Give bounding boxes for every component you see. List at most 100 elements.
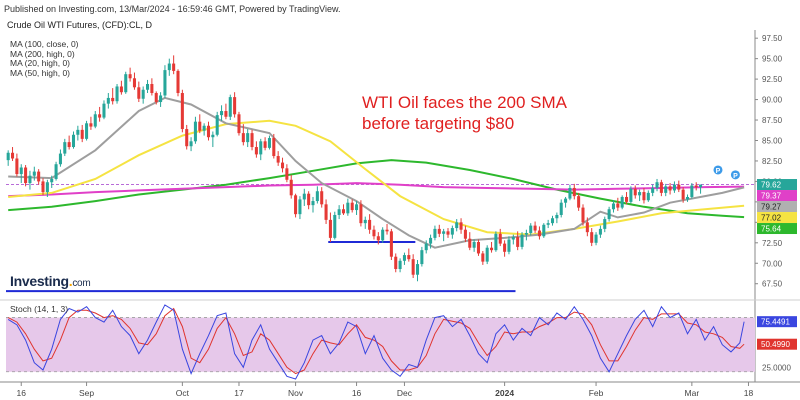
price-tick-label: 92.50 [762,75,783,84]
candle [294,195,298,215]
candle [546,223,550,225]
time-tick-label: 2024 [495,388,514,398]
candle [132,78,136,88]
candle [15,158,19,175]
candle [106,97,110,104]
candle [603,219,607,229]
candle [537,230,541,237]
candle [102,103,106,118]
event-marker [730,170,740,180]
candle [690,185,694,197]
candle [381,229,385,241]
candle [372,229,376,237]
candle [276,156,280,163]
stoch-label: Stoch (14, 1, 3) [10,304,69,314]
candle [241,133,245,143]
candle [511,237,515,240]
candle [699,184,703,188]
candle [529,225,533,233]
candle [590,232,594,243]
candle [581,207,585,223]
candle [350,202,354,211]
candle [433,228,437,238]
price-price-badge [757,201,797,213]
candle [193,121,197,142]
candle [63,142,67,154]
candle [206,125,211,138]
time-tick-label: Sep [79,388,94,398]
candle [172,63,176,71]
candle [228,97,232,117]
candle [211,134,215,138]
candle [246,133,250,143]
candle [76,129,80,135]
candle [346,202,350,214]
candle [233,97,237,115]
candle [385,229,389,232]
candle [415,264,420,275]
stoch-tick-label: 25.0000 [762,363,791,372]
candle [694,185,698,188]
candle [629,188,633,202]
time-tick-label: 16 [17,388,27,398]
candle [520,234,524,247]
candle [664,186,668,193]
ma200-line [8,182,745,198]
headline-line-2: before targeting $80 [362,114,515,133]
candle [28,175,32,184]
indicator-ma50: MA (50, high, 0) [10,67,71,78]
candle [250,133,254,148]
candle [224,111,228,117]
candle [494,233,498,251]
candle [463,229,467,239]
time-tick-label: 18 [744,388,754,398]
candle [311,201,315,206]
candle [542,224,546,237]
candle [111,97,115,102]
price-price-badge-label: 79.37 [761,192,782,201]
stoch-price-badge-label: 75.4491 [761,318,790,327]
candle [685,196,690,200]
investing-logo: Investing.com [10,273,91,289]
candle [620,196,624,208]
candle [481,253,485,262]
candle [320,191,324,205]
candle [93,114,97,127]
stoch-d-line [7,307,745,375]
price-price-badge-label: 79.27 [761,203,782,212]
candle [98,114,102,118]
candle [572,187,576,197]
candle [215,115,219,135]
candle [659,182,663,193]
candle [163,70,167,96]
candle [424,243,428,251]
time-tick-label: 16 [352,388,362,398]
time-tick-label: Nov [288,388,304,398]
candle [611,203,615,210]
candle [67,142,71,148]
time-tick-label: Oct [176,388,190,398]
candle [550,218,555,224]
candle [638,192,642,196]
stoch-price-badge [757,338,797,350]
candle [420,250,424,265]
candle [594,234,598,243]
candle [490,247,494,251]
indicator-ma200: MA (200, high, 0) [10,48,75,59]
candle [328,219,332,238]
stoch-k-line [7,304,745,380]
candle [45,182,49,193]
candle [677,184,681,190]
candle [11,152,15,159]
candle [85,123,89,139]
price-price-badge-label: 77.02 [761,214,782,223]
candle [516,237,520,247]
ma50-line [8,119,745,236]
candle [559,202,563,215]
candle [146,84,150,90]
candle [202,125,206,131]
candle [651,187,655,193]
price-price-badge [757,179,797,191]
candle [503,243,507,252]
